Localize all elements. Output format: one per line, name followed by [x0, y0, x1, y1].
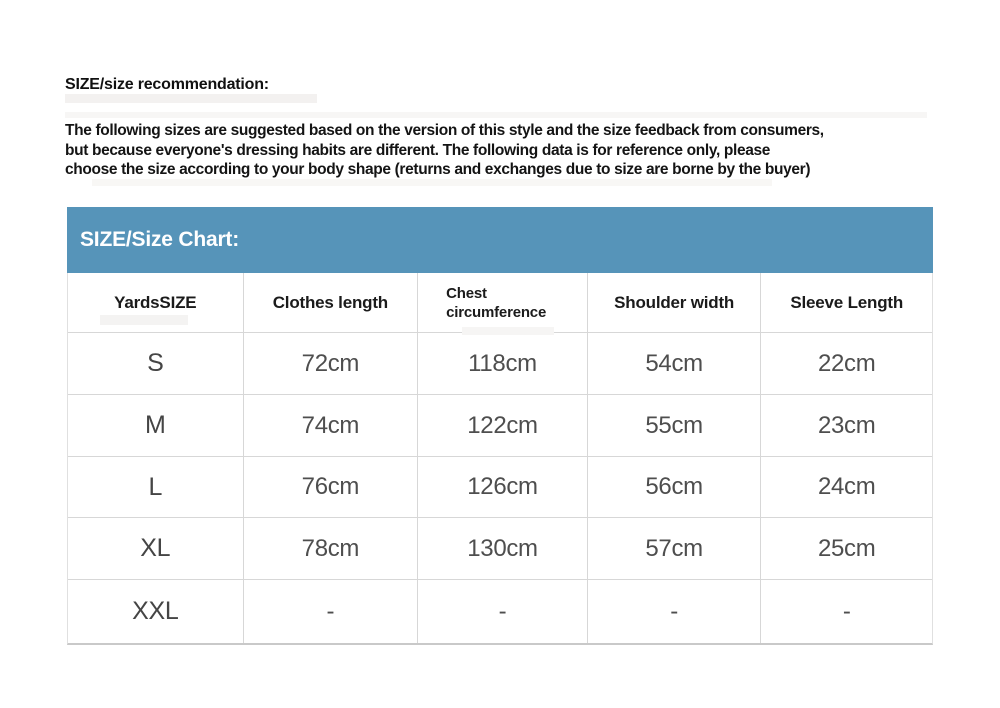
translation-artifact [65, 112, 927, 118]
chest-circumference-value: 122cm [418, 395, 588, 456]
table-row-m: M 74cm 122cm 55cm 23cm [68, 395, 932, 457]
clothes-length-value: 72cm [244, 333, 419, 394]
size-recommendation-paragraph: The following sizes are suggested based … [65, 121, 950, 180]
size-recommendation-heading: SIZE/size recommendation: [65, 76, 269, 93]
translation-artifact [92, 179, 772, 186]
clothes-length-value: 76cm [244, 457, 419, 517]
col-header-yards-size: YardsSIZE [68, 273, 244, 332]
clothes-length-value: - [244, 580, 419, 643]
shoulder-width-value: - [588, 580, 762, 643]
paragraph-line: The following sizes are suggested based … [65, 122, 824, 139]
col-header-clothes-length: Clothes length [244, 273, 419, 332]
col-header-chest-circumference: Chest circumference [418, 273, 588, 332]
table-row-s: S 72cm 118cm 54cm 22cm [68, 333, 932, 395]
size-label: M [68, 395, 244, 456]
chest-circumference-value: 126cm [418, 457, 588, 517]
size-chart-table: YardsSIZE Clothes length Chest circumfer… [67, 273, 933, 645]
shoulder-width-value: 57cm [588, 518, 762, 579]
sleeve-length-value: 24cm [817, 473, 876, 500]
paragraph-line: but because everyone's dressing habits a… [65, 141, 771, 159]
sleeve-length-value: 22cm [817, 349, 876, 377]
size-chart-title-bar: SIZE/Size Chart: [67, 207, 933, 273]
size-label: S [68, 333, 244, 394]
table-row-xxl: XXL - - - - [68, 580, 932, 643]
size-label: XL [68, 518, 244, 579]
sleeve-length-value: - [842, 597, 851, 625]
clothes-length-value: 78cm [244, 518, 419, 579]
shoulder-width-value: 55cm [588, 395, 762, 456]
shoulder-width-value: 56cm [588, 457, 762, 517]
size-chart-title: SIZE/Size Chart: [80, 228, 239, 251]
col-header-shoulder-width: Shoulder width [588, 273, 762, 332]
col-header-sleeve-length: Sleeve Length [790, 292, 904, 312]
paragraph-line: choose the size according to your body s… [65, 161, 811, 178]
chest-circumference-value: - [418, 580, 588, 643]
chest-circumference-value: 130cm [418, 518, 588, 579]
table-row-xl: XL 78cm 130cm 57cm 25cm [68, 518, 932, 580]
table-header-row: YardsSIZE Clothes length Chest circumfer… [68, 273, 932, 333]
shoulder-width-value: 54cm [588, 333, 762, 394]
sleeve-length-value: 25cm [817, 534, 876, 562]
table-row-l: L 76cm 126cm 56cm 24cm [68, 457, 932, 518]
size-label: XXL [68, 580, 244, 643]
translation-artifact [65, 94, 317, 103]
size-label: L [68, 457, 244, 517]
chest-circumference-value: 118cm [418, 333, 588, 394]
clothes-length-value: 74cm [244, 395, 419, 456]
sleeve-length-value: 23cm [817, 411, 876, 439]
